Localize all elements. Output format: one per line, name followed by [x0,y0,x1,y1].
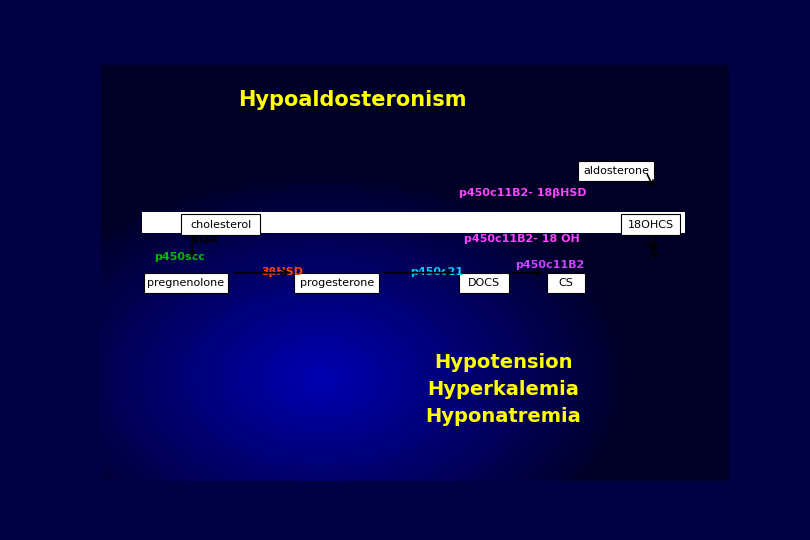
Text: DOCS: DOCS [468,278,501,288]
Text: Hyperkalemia: Hyperkalemia [427,380,579,399]
Bar [459,273,509,294]
Bar [142,212,685,233]
Text: CS: CS [558,278,573,288]
Bar [620,214,680,235]
Text: 3βHSD: 3βHSD [262,267,303,277]
Text: 18OHCS: 18OHCS [628,220,674,230]
Bar [181,214,260,235]
Text: p450c11B2- 18βHSD: p450c11B2- 18βHSD [459,188,586,198]
Text: progesterone: progesterone [300,278,373,288]
Bar [143,273,228,294]
Bar [294,273,379,294]
Text: Hyponatremia: Hyponatremia [425,407,581,426]
Text: Hypotension: Hypotension [434,353,572,372]
Text: pregnenolone: pregnenolone [147,278,224,288]
Text: Hypoaldosteronism: Hypoaldosteronism [238,90,467,110]
Text: p450c11B2: p450c11B2 [516,260,585,270]
Text: sTaR: sTaR [191,235,218,245]
Bar [547,273,585,294]
Bar [578,161,654,181]
Text: p450c21: p450c21 [410,267,463,277]
Text: p450scc: p450scc [155,252,206,262]
Text: p450c11B2- 18 OH: p450c11B2- 18 OH [464,234,580,245]
Text: aldosterone: aldosterone [583,166,649,176]
Text: cholesterol: cholesterol [190,220,251,230]
